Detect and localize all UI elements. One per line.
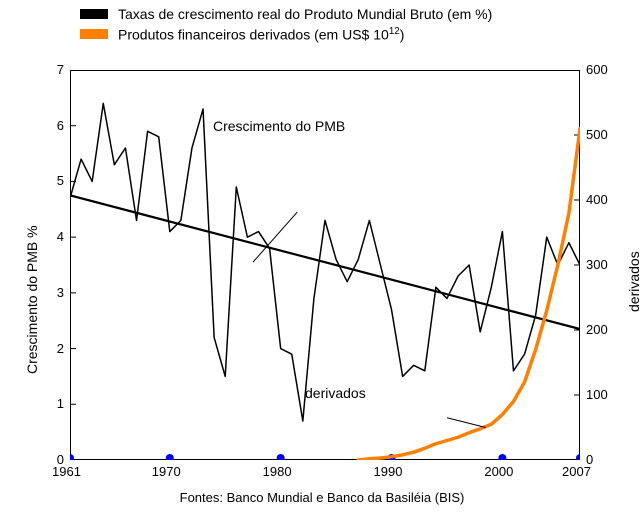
y-right-tick: 100 bbox=[586, 387, 608, 402]
y-right-label: derivados bbox=[626, 251, 642, 312]
x-tick: 2007 bbox=[562, 464, 591, 479]
x-tick: 1961 bbox=[52, 464, 81, 479]
y-left-tick: 3 bbox=[57, 285, 64, 300]
annotation-pmb: Crescimento do PMB bbox=[213, 118, 345, 134]
y-left-tick: 2 bbox=[57, 341, 64, 356]
y-left-label: Crescimento do PMB % bbox=[24, 226, 40, 375]
y-left-tick: 5 bbox=[57, 173, 64, 188]
legend-label-deriv: Produtos financeiros derivados (em US$ 1… bbox=[118, 26, 404, 43]
y-right-tick: 400 bbox=[586, 192, 608, 207]
legend-row-deriv: Produtos financeiros derivados (em US$ 1… bbox=[80, 26, 492, 43]
legend-row-pmb: Taxas de crescimento real do Produto Mun… bbox=[80, 6, 492, 22]
y-right-tick: 500 bbox=[586, 127, 608, 142]
y-right-tick: 200 bbox=[586, 322, 608, 337]
x-tick: 1980 bbox=[263, 464, 292, 479]
annotation-deriv: derivados bbox=[305, 385, 366, 401]
legend: Taxas de crescimento real do Produto Mun… bbox=[80, 6, 492, 47]
y-right-tick: 600 bbox=[586, 62, 608, 77]
source-footer: Fontes: Banco Mundial e Banco da Basiléi… bbox=[0, 490, 644, 505]
y-right-tick: 300 bbox=[586, 257, 608, 272]
y-left-tick: 6 bbox=[57, 118, 64, 133]
legend-swatch-pmb bbox=[80, 9, 108, 19]
x-tick: 2000 bbox=[484, 464, 513, 479]
legend-label-pmb: Taxas de crescimento real do Produto Mun… bbox=[118, 6, 492, 22]
y-left-tick: 7 bbox=[57, 62, 64, 77]
y-left-tick: 1 bbox=[57, 396, 64, 411]
x-tick: 1970 bbox=[152, 464, 181, 479]
y-left-tick: 4 bbox=[57, 229, 64, 244]
x-tick: 1990 bbox=[374, 464, 403, 479]
legend-swatch-deriv bbox=[80, 29, 108, 39]
